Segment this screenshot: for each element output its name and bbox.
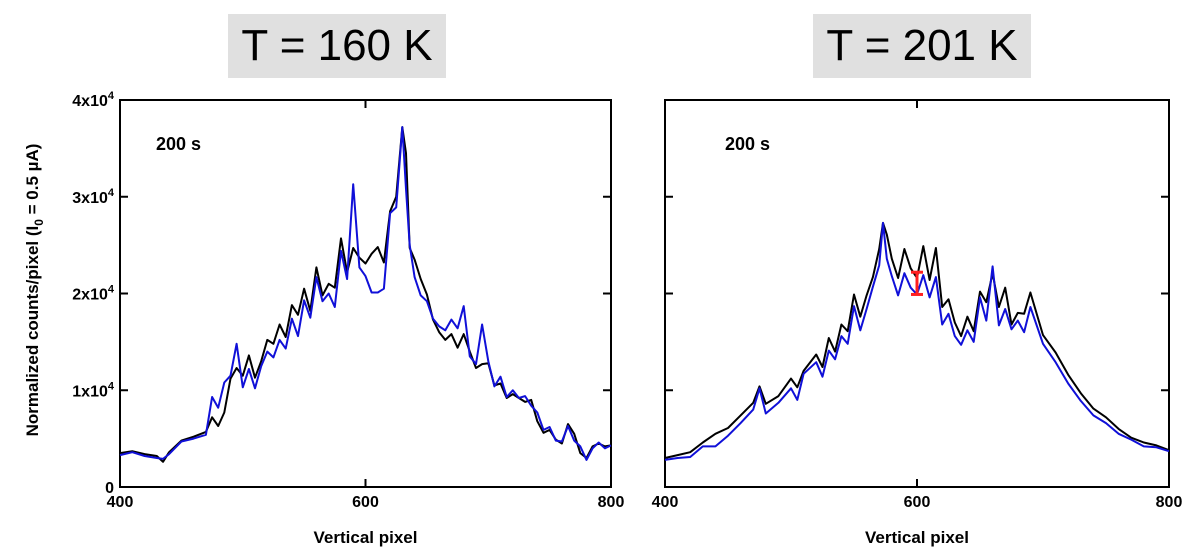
y-tick-label: 2x104 (72, 284, 115, 304)
time-annotation: 200 s (725, 134, 770, 154)
x-axis-title: Vertical pixel (314, 528, 418, 547)
panel-title-left: T = 160 K (228, 14, 446, 78)
panel-title-right: T = 201 K (813, 14, 1031, 78)
time-annotation: 200 s (156, 134, 201, 154)
plot-frame (119, 99, 612, 488)
error-bar (911, 270, 923, 296)
series-line-black (664, 221, 1170, 459)
series-line-blue (119, 126, 612, 461)
x-tick-label: 800 (598, 494, 625, 511)
y-axis-title: Normalized counts/pixel (I0 = 0.5 µA) (23, 144, 46, 437)
chart-panel-right: 400 600 800 Vertical pixel 200 s (652, 99, 1183, 547)
x-tick-label: 600 (904, 494, 931, 511)
y-tick-label: 1x104 (72, 380, 115, 400)
x-axis-title: Vertical pixel (865, 528, 969, 547)
x-tick-label: 400 (652, 494, 679, 511)
x-tick-label: 600 (352, 494, 379, 511)
y-tick-label: 3x104 (72, 187, 115, 207)
series-line-blue (664, 221, 1170, 461)
chart-panel-left: 400 600 800 0 1x104 2x104 3x104 4x104 Vertical p… (72, 90, 624, 547)
y-tick-label: 0 (105, 480, 114, 497)
y-tick-label: 4x104 (72, 90, 115, 110)
x-tick-label: 800 (1156, 494, 1183, 511)
x-tick-label: 400 (107, 494, 134, 511)
